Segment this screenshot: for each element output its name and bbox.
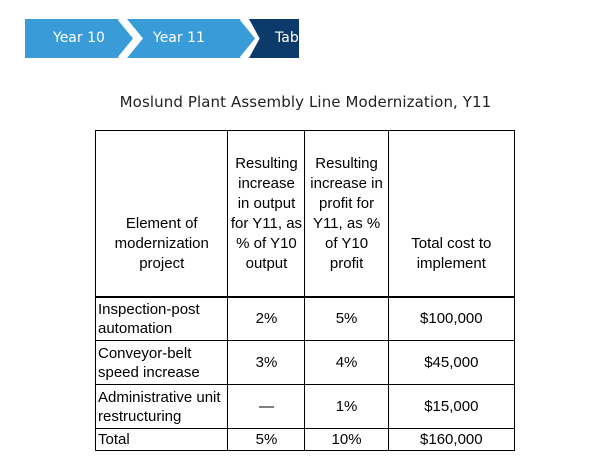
cell-total-label: Total (94, 428, 229, 451)
tab-table-label: Table (275, 30, 312, 46)
modernization-table: Element of modernization project Resulti… (94, 130, 516, 451)
header-element: Element of modernization project (94, 130, 229, 298)
cell-output: — (227, 384, 306, 429)
table-row: Inspection-post automation 2% 5% $100,00… (94, 296, 516, 341)
cell-output: 2% (227, 296, 306, 341)
tab-year-10-shape (25, 19, 135, 58)
header-profit-increase: Resulting increase in profit for Y11, as… (304, 130, 389, 298)
cell-output: 3% (227, 340, 306, 385)
header-total-cost: Total cost to implement (387, 130, 516, 298)
tab-year-11-label: Year 11 (153, 30, 205, 46)
tab-year-10[interactable]: Year 10 (25, 19, 135, 58)
cell-element: Inspection-post automation (94, 296, 229, 341)
cell-element: Conveyor-belt speed increase (94, 340, 229, 385)
table-total-row: Total 5% 10% $160,000 (94, 428, 516, 451)
breadcrumb: Year 10 Year 11 Table (25, 19, 311, 58)
cell-cost: $100,000 (387, 296, 516, 341)
table-row: Conveyor-belt speed increase 3% 4% $45,0… (94, 340, 516, 385)
tab-table-shape (249, 19, 299, 58)
page-title: Moslund Plant Assembly Line Modernizatio… (119, 93, 492, 111)
tab-year-10-label: Year 10 (53, 30, 105, 46)
cell-total-output: 5% (227, 428, 306, 451)
cell-profit: 5% (304, 296, 389, 341)
cell-profit: 1% (304, 384, 389, 429)
cell-total-cost: $160,000 (387, 428, 516, 451)
cell-element: Administrative unit restructuring (94, 384, 229, 429)
table-header-row: Element of modernization project Resulti… (94, 130, 516, 298)
cell-total-profit: 10% (304, 428, 389, 451)
cell-cost: $45,000 (387, 340, 516, 385)
cell-profit: 4% (304, 340, 389, 385)
table-row: Administrative unit restructuring — 1% $… (94, 384, 516, 429)
tab-table[interactable]: Table (249, 19, 311, 58)
tab-year-11-shape (127, 19, 257, 58)
header-output-increase: Resulting increase in output for Y11, as… (227, 130, 306, 298)
tab-year-11[interactable]: Year 11 (127, 19, 257, 58)
cell-cost: $15,000 (387, 384, 516, 429)
